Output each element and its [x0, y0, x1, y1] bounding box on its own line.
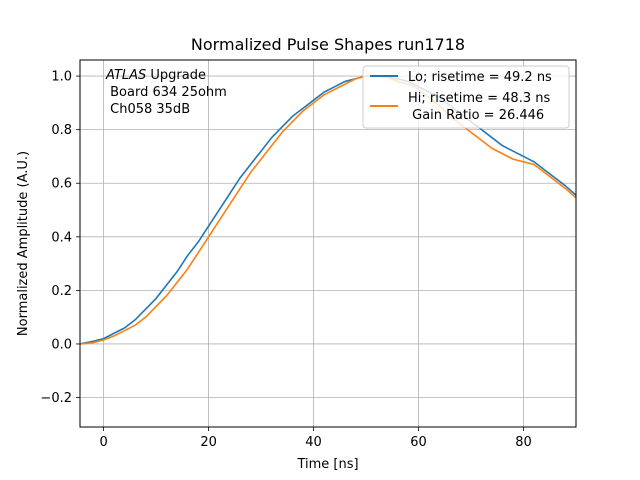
x-tick-label: 0: [99, 435, 107, 450]
y-tick-label: 0.4: [51, 230, 72, 245]
y-axis-label: Normalized Amplitude (A.U.): [16, 151, 31, 336]
x-axis-label: Time [ns]: [296, 457, 358, 472]
chart-title: Normalized Pulse Shapes run1718: [191, 35, 465, 54]
x-tick-label: 60: [410, 435, 427, 450]
legend-box: [362, 65, 570, 129]
ticks: 0 20 40 60 80 −0.2 0.0 0.2 0.4 0.6 0.8 1.0: [40, 70, 531, 450]
series-lines: [79, 75, 577, 345]
y-tick-label: 1.0: [51, 70, 72, 85]
grid: [80, 60, 576, 427]
legend-label-hi: Hi; risetime = 48.3 ns: [408, 91, 550, 106]
series-line-lo: [79, 75, 577, 345]
x-tick-label: 80: [515, 435, 532, 450]
x-tick-label: 40: [305, 435, 322, 450]
annotation-upgrade: Upgrade: [146, 68, 206, 83]
y-tick-label: 0.2: [51, 284, 72, 299]
legend-label-hi-gain-ratio: Gain Ratio = 26.446: [408, 108, 544, 123]
x-tick-label: 20: [200, 435, 217, 450]
y-tick-label: −0.2: [40, 391, 72, 406]
annotation-atlas: ATLAS: [105, 68, 146, 83]
annotation-line-1: ATLAS Upgrade: [105, 68, 206, 83]
annotation-line-3: Ch058 35dB: [106, 102, 190, 117]
y-tick-label: 0.6: [51, 177, 72, 192]
axes-frame: [79, 59, 577, 428]
legend: Lo; risetime = 49.2 ns Hi; risetime = 48…: [362, 65, 570, 129]
atlas-annotation: ATLAS Upgrade Board 634 25ohm Ch058 35dB: [105, 68, 227, 117]
series-line-hi: [79, 75, 577, 345]
y-tick-label: 0.8: [51, 123, 72, 138]
y-tick-label: 0.0: [51, 337, 72, 352]
legend-label-lo: Lo; risetime = 49.2 ns: [408, 70, 552, 85]
annotation-line-2: Board 634 25ohm: [106, 85, 227, 100]
